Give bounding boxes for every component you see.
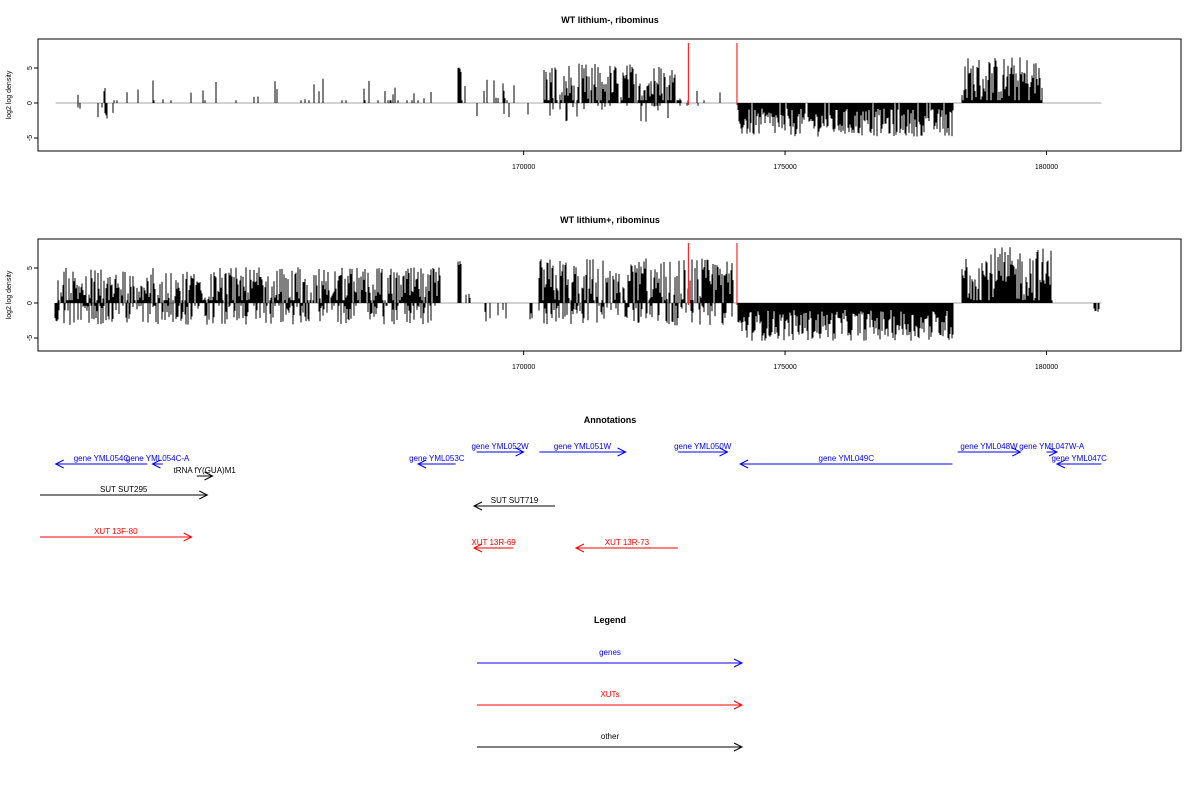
annotation-feature: gene YML047W-A <box>1019 442 1085 457</box>
feature-arrowhead <box>617 447 627 457</box>
x-tick-label: 180000 <box>1035 364 1058 371</box>
y-tick-label: 5 <box>27 266 34 270</box>
feature-arrowhead <box>733 742 744 752</box>
x-tick-label: 170000 <box>512 164 535 171</box>
feature-arrowhead <box>738 459 749 469</box>
x-tick-label: 175000 <box>773 164 796 171</box>
density-bars <box>54 247 1102 341</box>
feature-label: gene YML048W <box>960 442 1018 451</box>
feature-label: XUT 13R-69 <box>471 538 516 547</box>
track-panel-lithium-minus: WT lithium-, ribominus log2 log density … <box>6 15 1182 171</box>
legend-label: genes <box>599 648 621 657</box>
feature-arrowhead <box>183 532 193 542</box>
annotation-feature: XUT 13R-69 <box>471 538 516 553</box>
feature-arrowhead <box>416 459 427 469</box>
annotation-feature: XUT 13R-73 <box>574 538 678 553</box>
y-tick-label: 5 <box>27 66 34 70</box>
legend-label: other <box>601 732 620 741</box>
annotation-feature: SUT SUT719 <box>472 496 556 511</box>
panel-title: WT lithium-, ribominus <box>561 15 659 25</box>
plot-frame <box>37 38 1182 152</box>
region-markers <box>687 43 738 105</box>
feature-label: gene YML047W-A <box>1019 442 1085 451</box>
feature-arrowhead <box>719 447 729 457</box>
feature-label: gene YML049C <box>819 454 875 463</box>
annotation-feature: gene YML049C <box>738 454 953 469</box>
feature-arrowhead <box>472 501 483 511</box>
legend-entry: XUTs <box>477 690 744 710</box>
feature-label: SUT SUT295 <box>100 485 148 494</box>
annotation-feature: gene YML048W <box>957 442 1022 457</box>
y-tick-label: 0 <box>27 101 34 105</box>
x-ticks: 170000 175000 180000 <box>512 151 1058 171</box>
legend-panel: Legend genes XUTs other <box>477 615 744 752</box>
annotation-feature: gene YML052W <box>471 442 529 457</box>
feature-label: gene YML050W <box>674 442 732 451</box>
annotation-feature: tRNA fY(GUA)M1 <box>174 466 237 481</box>
annotation-feature: gene YML054C-A <box>126 454 190 469</box>
legend-title: Legend <box>594 615 626 625</box>
annotation-feature: XUT 13F-80 <box>40 527 193 542</box>
x-tick-label: 180000 <box>1035 164 1058 171</box>
annotation-feature: gene YML054C <box>54 454 148 469</box>
y-tick-label: -5 <box>27 335 34 341</box>
y-axis-label: log2 log density <box>6 270 13 319</box>
feature-label: gene YML051W <box>554 442 612 451</box>
track-panel-lithium-plus: WT lithium+, ribominus log2 log density … <box>6 215 1182 371</box>
feature-label: gene YML052W <box>471 442 529 451</box>
feature-arrowhead <box>199 490 209 500</box>
x-ticks: 170000 175000 180000 <box>512 351 1058 371</box>
feature-arrowhead <box>574 543 585 553</box>
panel-title: WT lithium+, ribominus <box>560 215 660 225</box>
legend-entries: genes XUTs other <box>477 648 744 752</box>
feature-label: tRNA fY(GUA)M1 <box>174 466 237 475</box>
y-tick-label: 0 <box>27 301 34 305</box>
y-axis-label: log2 log density <box>6 70 13 119</box>
feature-arrowhead <box>515 447 525 457</box>
x-tick-label: 170000 <box>512 364 535 371</box>
feature-arrowhead <box>1055 459 1066 469</box>
y-tick-label: -5 <box>27 135 34 141</box>
feature-label: XUT 13F-80 <box>94 527 138 536</box>
feature-arrowhead <box>151 459 161 469</box>
annotation-feature: gene YML047C <box>1051 454 1107 469</box>
legend-entry: other <box>477 732 744 752</box>
region-markers <box>687 243 738 305</box>
plot-frame <box>37 238 1182 352</box>
annotations-title: Annotations <box>584 415 637 425</box>
annotation-feature: gene YML050W <box>674 442 732 457</box>
annotation-feature: gene YML053C <box>409 454 465 469</box>
feature-label: SUT SUT719 <box>491 496 539 505</box>
y-ticks: -5 0 5 <box>27 66 38 141</box>
density-bars <box>55 57 1102 137</box>
x-tick-label: 175000 <box>773 364 796 371</box>
feature-arrowhead <box>54 459 64 469</box>
feature-arrowhead <box>204 471 214 481</box>
feature-label: gene YML053C <box>409 454 465 463</box>
feature-label: gene YML047C <box>1051 454 1107 463</box>
y-ticks: -5 0 5 <box>27 266 38 341</box>
legend-label: XUTs <box>600 690 619 699</box>
feature-arrowhead <box>733 658 744 668</box>
feature-arrowhead <box>472 543 483 553</box>
feature-label: gene YML054C-A <box>126 454 190 463</box>
legend-entry: genes <box>477 648 744 668</box>
annotation-feature: SUT SUT295 <box>40 485 209 500</box>
feature-arrowhead <box>733 700 744 710</box>
feature-arrowhead <box>1012 447 1022 457</box>
feature-label: gene YML054C <box>74 454 130 463</box>
feature-label: XUT 13R-73 <box>605 538 650 547</box>
annotation-feature: gene YML051W <box>539 442 627 457</box>
feature-arrowhead <box>1048 447 1059 457</box>
